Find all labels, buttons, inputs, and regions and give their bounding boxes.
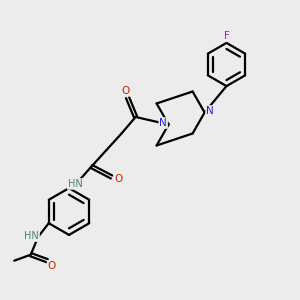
Text: HN: HN bbox=[68, 179, 82, 189]
Text: HN: HN bbox=[24, 231, 39, 241]
Text: N: N bbox=[159, 118, 167, 128]
Text: O: O bbox=[48, 261, 56, 271]
Text: F: F bbox=[224, 31, 230, 41]
Text: O: O bbox=[121, 86, 129, 96]
Text: N: N bbox=[206, 106, 214, 116]
Text: O: O bbox=[114, 174, 122, 184]
